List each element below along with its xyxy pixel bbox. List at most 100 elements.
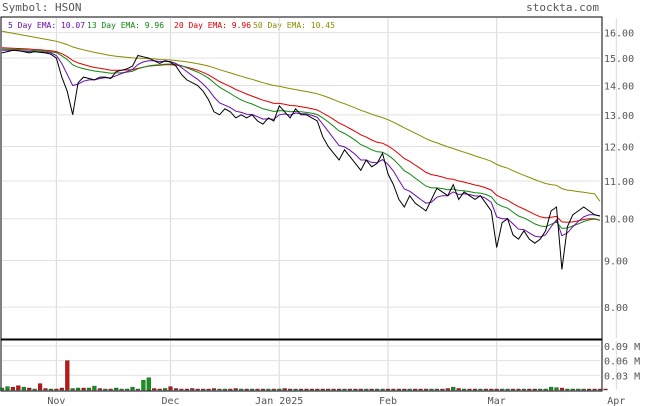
y-tick-label: 8.00 (604, 303, 628, 314)
horizontal-gridlines (2, 32, 600, 308)
volume-bar (331, 388, 336, 391)
volume-bar (494, 388, 499, 391)
y-tick-label: 10.00 (604, 215, 634, 226)
volume-bar (38, 383, 43, 391)
volume-bar (554, 387, 559, 391)
volume-bar (440, 388, 445, 391)
volume-bar (407, 388, 412, 391)
volume-bar (168, 386, 173, 391)
volume-bar (342, 388, 347, 391)
volume-bar (162, 388, 168, 391)
site-name: stockta.com (526, 1, 599, 14)
volume-bar (592, 388, 597, 391)
volume-bar (451, 386, 456, 391)
x-label: Nov (47, 396, 65, 406)
volume-bar (510, 388, 516, 391)
price-panel (0, 16, 603, 340)
legend-entry-2: 13 Day EMA: 9.96 (87, 21, 164, 30)
volume-bar (86, 387, 92, 391)
volume-bar (21, 386, 26, 391)
volume-bar (369, 388, 374, 391)
volume-bar (97, 388, 102, 391)
volume-bar (228, 388, 233, 391)
volume-bar (103, 388, 108, 391)
volume-bars (0, 360, 608, 391)
y-tick-label: 12.00 (604, 143, 634, 154)
volume-bar (277, 388, 282, 391)
volume-bar (201, 388, 206, 391)
vertical-gridlines (55, 18, 617, 338)
volume-bar (32, 388, 37, 391)
volume-bar (16, 385, 21, 391)
volume-bar (375, 388, 380, 391)
legend-entry-4: 50 Day EMA: 10.45 (253, 21, 335, 30)
x-label: Dec (161, 396, 179, 406)
volume-bar (27, 387, 32, 391)
volume-bar (271, 388, 276, 391)
y-tick-label: 9.00 (604, 256, 628, 267)
volume-bar (445, 388, 450, 391)
volume-bar (119, 388, 124, 391)
volume-bar (402, 388, 407, 391)
volume-bar (347, 388, 352, 391)
volume-bar (173, 388, 179, 391)
y-tick-label: 13.00 (604, 111, 634, 122)
volume-tick-label: 0.03 M (604, 371, 640, 382)
volume-bar (559, 387, 565, 391)
volume-bar (249, 388, 255, 391)
volume-bar (391, 388, 396, 391)
volume-tick-label: 0.06 M (604, 357, 640, 368)
volume-bar (424, 388, 429, 391)
volume-bar (364, 388, 369, 391)
volume-bar (48, 388, 53, 391)
volume-bar (233, 388, 238, 391)
y-tick-label: 14.00 (604, 81, 634, 92)
legend-entry-3: 20 Day EMA: 9.96 (174, 21, 251, 30)
volume-bar (565, 388, 570, 391)
volume-bar (54, 388, 59, 391)
y-tick-label: 15.00 (604, 54, 634, 65)
volume-bar (337, 388, 342, 391)
volume-bar (298, 388, 304, 391)
volume-bar (152, 388, 157, 391)
ema20-line (1, 47, 601, 223)
volume-bar (516, 388, 521, 391)
volume-bar (10, 386, 15, 391)
volume-bar (320, 388, 325, 391)
volume-bar (326, 388, 331, 391)
volume-bar (434, 388, 439, 391)
volume-bar (206, 388, 211, 391)
ema-legend: 5 Day EMA: 10.07 13 Day EMA: 9.96 20 Day E… (8, 21, 335, 30)
volume-bar (266, 388, 271, 391)
volume-bar (92, 385, 97, 391)
volume-bar (141, 380, 146, 391)
volume-gridlines (55, 341, 617, 390)
volume-bar (570, 388, 575, 391)
volume-bar (576, 388, 581, 391)
volume-bar (543, 388, 548, 391)
volume-bar (108, 388, 113, 391)
volume-bar (532, 388, 537, 391)
volume-bar (184, 388, 189, 391)
volume-bar (130, 386, 135, 391)
volume-bar (190, 388, 195, 391)
volume-bar (603, 388, 608, 391)
volume-bar (521, 388, 526, 391)
ema50-line (1, 30, 601, 202)
y-tick-label: 11.00 (604, 177, 634, 188)
x-label: Feb (379, 396, 397, 406)
volume-axis-labels: 0.09 M 0.06 M 0.03 M (2, 342, 640, 382)
volume-bar (380, 388, 385, 391)
volume-bar (43, 388, 48, 391)
price-lines (1, 30, 601, 270)
volume-tick-label: 0.09 M (604, 342, 640, 353)
volume-bar (597, 388, 603, 391)
volume-bar (5, 386, 10, 391)
x-label: Mar (488, 396, 506, 406)
volume-bar (288, 388, 293, 391)
volume-bar (179, 388, 184, 391)
volume-bar (304, 388, 309, 391)
volume-bar (59, 387, 64, 391)
